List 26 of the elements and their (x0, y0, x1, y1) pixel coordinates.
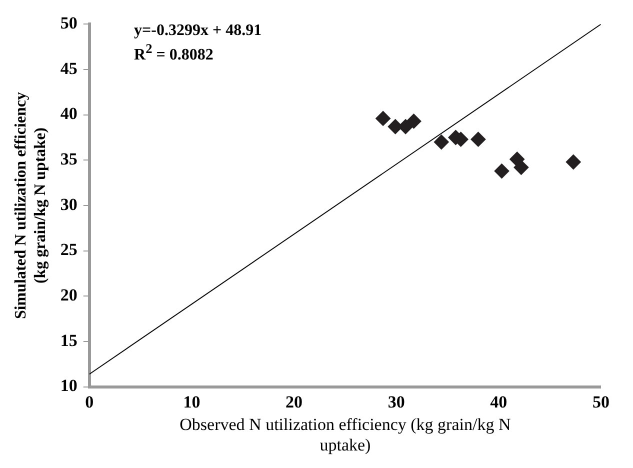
y-tick-label: 25 (60, 240, 78, 260)
point (566, 154, 581, 170)
x-tick-label: 20 (286, 392, 303, 412)
y-axis-title: Simulated N utilization efficiency (kg grain/kg N uptake) (12, 92, 49, 320)
x-axis-title: Observed N utilization efficiency (kg grain/kg N uptake) (180, 414, 511, 454)
x-tick-label: 10 (183, 392, 200, 412)
y-tick-label: 40 (60, 104, 78, 124)
y-tick-label: 30 (60, 194, 78, 214)
y-tick-label: 10 (60, 376, 78, 396)
y-tick-label: 20 (60, 286, 78, 305)
y-tick-label: 50 (60, 14, 78, 33)
x-tick-label: 50 (592, 392, 610, 412)
annotation: y=-0.3299x + 48.91 R$^{2}$ = 0.8082 (134, 22, 262, 64)
y-tick-label: 15 (60, 330, 78, 350)
point (494, 164, 510, 179)
point (376, 110, 391, 126)
point (406, 114, 422, 129)
point (470, 132, 486, 147)
point (434, 134, 449, 150)
x-tick-label: 40 (490, 392, 508, 412)
y-tick-label: 35 (60, 150, 78, 169)
y-tick-label: 45 (60, 58, 78, 78)
x-tick-label: 30 (388, 392, 405, 412)
x-tick-label: 0 (85, 392, 94, 412)
point (514, 160, 529, 175)
point (398, 119, 414, 134)
